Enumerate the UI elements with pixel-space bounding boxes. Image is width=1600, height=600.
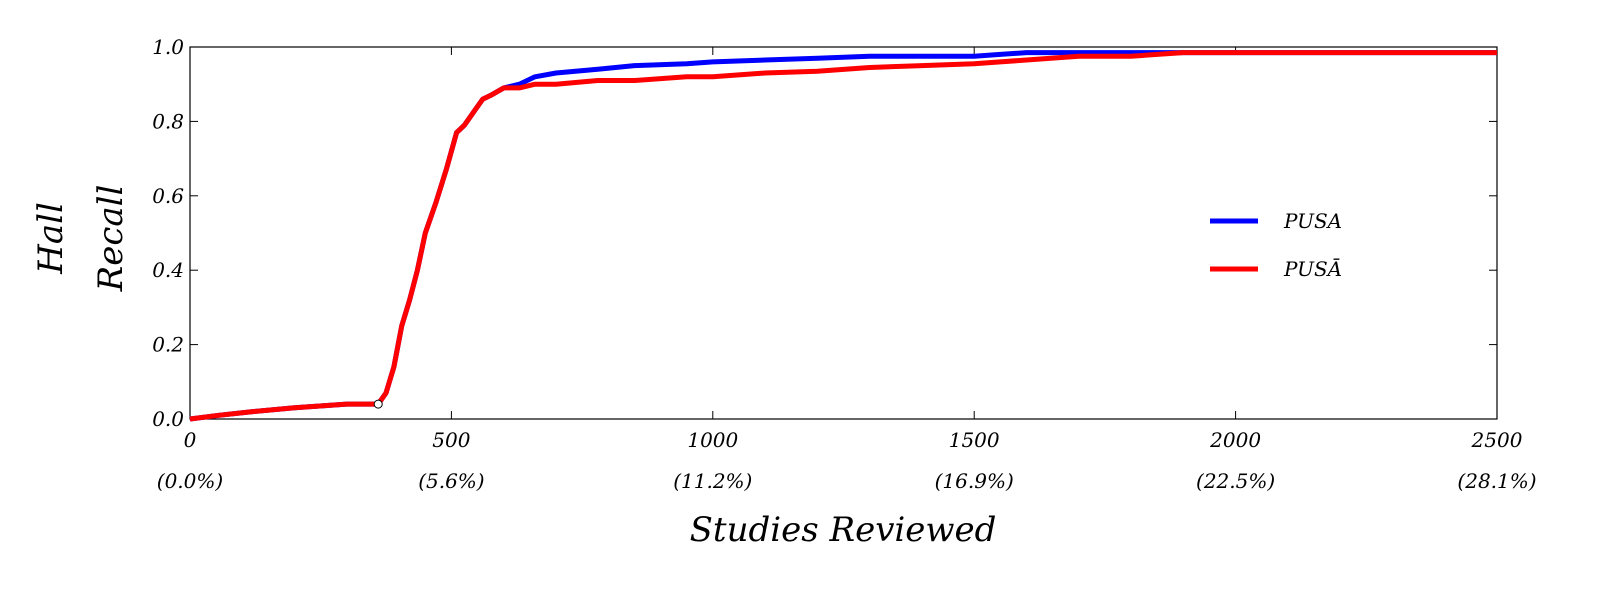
x-tick-label: 500	[432, 428, 470, 452]
x-tick-percent-label: (0.0%)	[157, 469, 223, 493]
legend-label: PUSA	[1283, 209, 1342, 233]
x-axis: 0 (0.0%) 500 (5.6%) 1000 (11.2%) 1500 (16.9%) 20…	[157, 47, 1537, 493]
y-axis-title-line-2: Recall	[91, 185, 131, 293]
marker-point	[373, 399, 383, 409]
series-line-pusa	[189, 50, 1497, 422]
series-line-pusa-bar	[189, 50, 1497, 422]
x-tick-percent-label: (11.2%)	[673, 469, 752, 493]
y-tick-label: 0.0	[152, 407, 184, 431]
y-tick-label: 0.6	[152, 184, 184, 208]
x-tick-label: 1500	[949, 428, 1000, 452]
y-tick-label: 0.4	[152, 258, 184, 282]
x-tick-label: 0	[184, 428, 197, 452]
x-axis-title: Studies Reviewed	[690, 510, 997, 550]
y-axis: 0.0 0.2 0.4 0.6 0.8 1.0	[152, 35, 1497, 431]
x-tick-percent-label: (5.6%)	[418, 469, 484, 493]
y-tick-label: 1.0	[152, 35, 184, 59]
plot-frame	[189, 46, 1498, 420]
legend: PUSA PUSĀ	[1210, 209, 1342, 281]
series-group	[189, 50, 1497, 422]
y-tick-label: 0.8	[152, 109, 184, 133]
x-tick-label: 2500	[1471, 428, 1523, 452]
y-tick-label: 0.2	[152, 333, 184, 357]
x-tick-percent-label: (28.1%)	[1457, 469, 1536, 493]
y-axis-title-line-1: Hall	[31, 202, 71, 275]
legend-label: PUSĀ	[1283, 257, 1342, 281]
x-tick-percent-label: (16.9%)	[935, 469, 1014, 493]
x-tick-label: 2000	[1209, 428, 1261, 452]
x-tick-label: 1000	[687, 428, 738, 452]
x-tick-percent-label: (22.5%)	[1196, 469, 1275, 493]
plot-area	[189, 46, 1498, 420]
